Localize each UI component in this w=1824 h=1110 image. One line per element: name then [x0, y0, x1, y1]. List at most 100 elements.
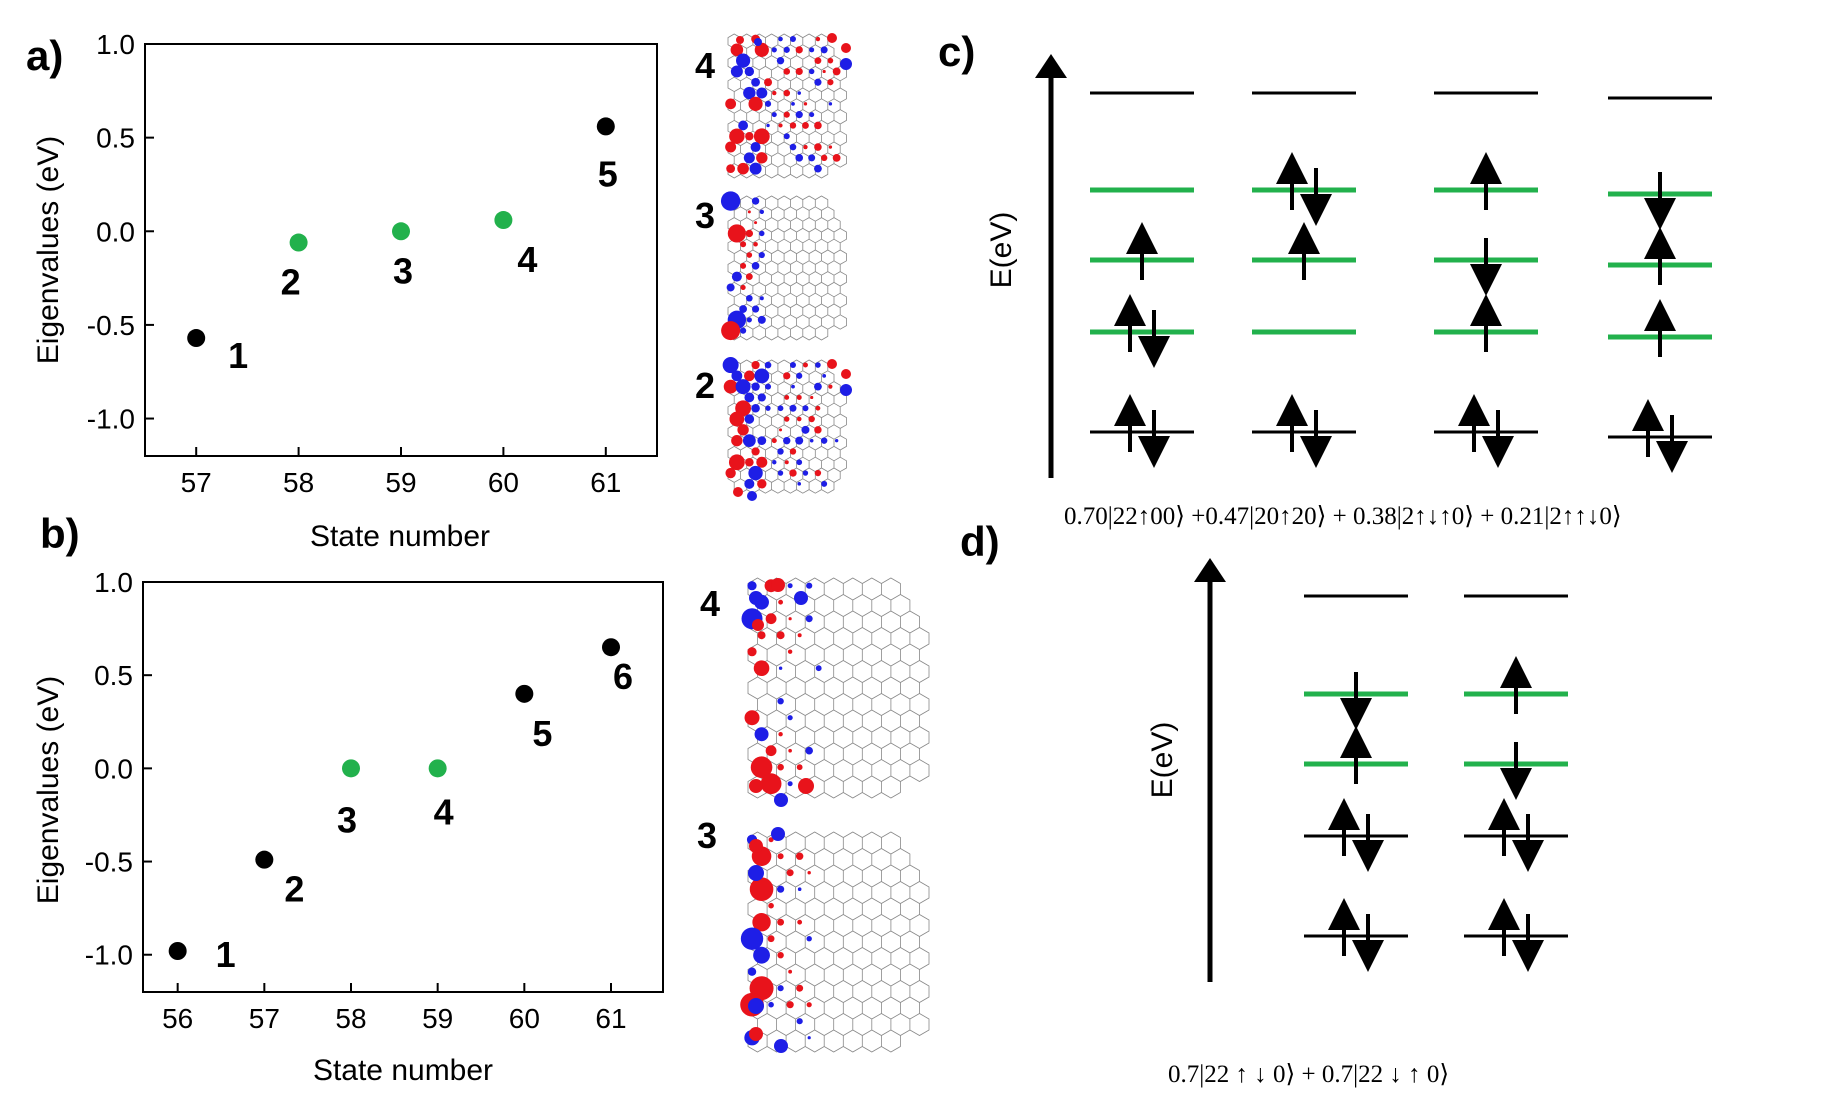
- spin-density-dot: [737, 162, 749, 175]
- spin-density-dot: [753, 946, 770, 964]
- point-label: 5: [532, 713, 552, 754]
- spin-density-dot: [784, 460, 789, 465]
- spin-density-dot: [756, 87, 768, 99]
- spin-density-dot: [764, 100, 772, 107]
- spin-density-dot: [754, 221, 758, 225]
- spin-density-dot: [791, 101, 795, 106]
- spin-density-dot: [721, 321, 741, 341]
- spin-density-dot: [730, 65, 743, 78]
- spin-density-dot: [783, 89, 791, 97]
- spin-density-dot: [749, 839, 763, 853]
- x-tick-label: 56: [162, 1003, 193, 1034]
- spin-density-dot: [771, 438, 777, 444]
- spin-density-dot: [754, 368, 770, 384]
- chart-b-frame: [142, 581, 664, 993]
- spin-density-dot: [788, 748, 792, 753]
- spin-density-dot: [814, 469, 822, 477]
- spin-density-dot: [808, 154, 816, 162]
- spin-density-dot: [752, 913, 771, 932]
- spin-density-dot: [754, 42, 769, 57]
- spin-density-dot: [765, 613, 777, 625]
- spin-density-dot: [733, 487, 743, 497]
- spin-density-dot: [777, 763, 784, 771]
- spin-density-dot: [736, 36, 744, 44]
- spin-density-dot: [737, 424, 749, 436]
- spin-density-dot: [815, 362, 821, 368]
- spin-density-dot: [828, 384, 833, 389]
- spin-density-dot: [730, 43, 744, 57]
- spin-density-dot: [797, 919, 803, 925]
- data-point: [392, 222, 410, 241]
- spin-density-dot: [820, 154, 828, 162]
- spin-density-dot: [809, 112, 815, 118]
- spin-density-dot: [729, 128, 745, 144]
- data-point: [187, 329, 206, 348]
- spin-density-dot: [751, 305, 760, 313]
- spin-density-dot: [814, 143, 822, 151]
- data-point: [602, 638, 620, 657]
- spin-density-dot: [777, 952, 784, 959]
- y-tick-label: 0.0: [94, 753, 133, 784]
- spin-density-dot: [723, 379, 738, 394]
- panel-label-b: b): [40, 510, 80, 557]
- spin-density-dot: [767, 935, 775, 943]
- data-point: [289, 233, 308, 252]
- x-tick-label: 58: [283, 467, 314, 498]
- spin-density-dot: [759, 209, 765, 215]
- y-tick-label: -1.0: [87, 404, 135, 435]
- spin-density-dot: [744, 392, 755, 403]
- spin-density-dot: [787, 781, 793, 787]
- spin-density-dot: [745, 457, 754, 467]
- spin-density-dot: [814, 121, 822, 130]
- spin-density-dot: [778, 36, 783, 42]
- orbital-image-a-2: [722, 357, 852, 501]
- spin-density-dot: [774, 1039, 788, 1053]
- spin-density-dot: [757, 631, 766, 640]
- spin-density-dot: [788, 617, 792, 621]
- spin-density-dot: [771, 578, 785, 592]
- orbital-label-b-4: 4: [700, 583, 720, 624]
- spin-density-dot: [789, 469, 797, 477]
- x-tick-label: 58: [335, 1003, 366, 1034]
- energy-axis-c-arrowhead: [1035, 54, 1067, 78]
- orbital-label-a-2: 2: [695, 365, 715, 406]
- spin-density-dot: [757, 479, 767, 489]
- formula-d: 0.7|22 ↑ ↓ 0⟩ + 0.7|22 ↓ ↑ 0⟩: [1168, 1061, 1449, 1088]
- spin-density-dot: [747, 967, 757, 976]
- spin-density-dot: [797, 887, 802, 891]
- spin-density-dot: [736, 53, 751, 68]
- spin-density-dot: [827, 33, 837, 43]
- data-point: [255, 850, 274, 869]
- energy-diagram-c: E(eV) 0.70|22↑00⟩ +0.47|20↑20⟩ + 0.38|2↑…: [985, 54, 1712, 530]
- spin-density-dot: [740, 327, 747, 334]
- spin-density-dot: [765, 405, 771, 411]
- spin-density-dot: [795, 111, 803, 119]
- spin-density-dot: [766, 123, 770, 128]
- chart-b-ylabel: Eigenvalues (eV): [32, 676, 65, 904]
- spin-density-dot: [764, 361, 772, 369]
- point-label: 1: [228, 335, 248, 376]
- spin-density-dot: [722, 357, 739, 374]
- spin-density-dot: [743, 86, 756, 100]
- y-tick-label: -0.5: [87, 310, 135, 341]
- chart-a: State number Eigenvalues (eV) 57 58 59 60 61…: [32, 29, 658, 553]
- spin-density-dot: [765, 745, 777, 757]
- spin-density-dot: [754, 38, 762, 46]
- spin-density-dot: [740, 284, 746, 291]
- spin-density-dot: [726, 164, 736, 174]
- spin-density-dot: [807, 871, 811, 875]
- x-tick-label: 61: [595, 1003, 626, 1034]
- spin-density-dot: [822, 373, 827, 378]
- spin-density-dot: [827, 57, 834, 64]
- spin-density-dot: [796, 764, 803, 771]
- spin-density-dot: [778, 732, 783, 737]
- spin-density-dot: [751, 403, 760, 413]
- spin-density-dot: [815, 665, 822, 672]
- y-tick-label: -1.0: [85, 940, 133, 971]
- spin-density-dot: [827, 79, 834, 86]
- spin-density-dot: [727, 224, 746, 243]
- spin-density-dot: [803, 102, 808, 106]
- spin-density-dot: [783, 133, 790, 140]
- chart-b: State number Eigenvalues (eV) 56 57 58 59 60…: [32, 567, 664, 1087]
